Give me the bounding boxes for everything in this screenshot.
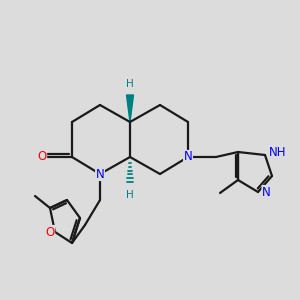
Text: N: N [184, 151, 192, 164]
Text: H: H [126, 79, 134, 89]
Polygon shape [127, 95, 134, 122]
Text: O: O [38, 151, 46, 164]
Text: O: O [45, 226, 55, 238]
Text: N: N [96, 167, 104, 181]
Text: H: H [126, 190, 134, 200]
Text: N: N [262, 185, 271, 199]
Text: NH: NH [269, 146, 286, 160]
